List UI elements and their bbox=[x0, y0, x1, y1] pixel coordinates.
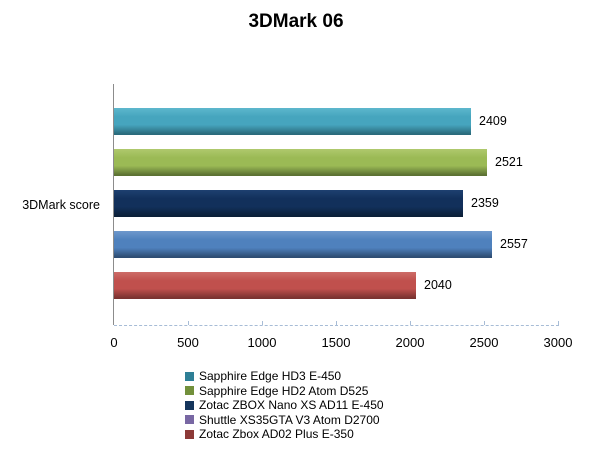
bar-value-label: 2521 bbox=[495, 155, 523, 169]
legend-item-5: Zotac Zbox AD02 Plus E-350 bbox=[185, 427, 384, 442]
legend-item-label: Zotac Zbox AD02 Plus E-350 bbox=[199, 427, 354, 442]
bar-4 bbox=[114, 231, 492, 258]
x-axis-tick bbox=[410, 321, 411, 325]
x-axis-tick bbox=[484, 321, 485, 325]
legend-item-label: Sapphire Edge HD2 Atom D525 bbox=[199, 383, 369, 398]
x-axis-tick-label: 2500 bbox=[469, 335, 499, 350]
x-axis-tick bbox=[558, 321, 559, 325]
chart-legend: Sapphire Edge HD3 E-450 Sapphire Edge HD2… bbox=[185, 369, 384, 442]
legend-swatch-icon bbox=[185, 386, 194, 396]
bar-value-label: 2359 bbox=[471, 196, 499, 210]
bar-value-label: 2409 bbox=[479, 114, 507, 128]
x-axis-tick bbox=[188, 321, 189, 325]
legend-item-3: Zotac ZBOX Nano XS AD11 E-450 bbox=[185, 398, 384, 413]
legend-swatch-icon bbox=[185, 371, 194, 381]
bar-5 bbox=[114, 272, 416, 299]
legend-item-label: Zotac ZBOX Nano XS AD11 E-450 bbox=[199, 398, 384, 413]
x-axis-tick-label: 1500 bbox=[321, 335, 351, 350]
x-axis-tick bbox=[262, 321, 263, 325]
bar-value-label: 2040 bbox=[424, 278, 452, 292]
x-axis-tick-label: 2000 bbox=[395, 335, 425, 350]
legend-item-4: Shuttle XS35GTA V3 Atom D2700 bbox=[185, 413, 384, 428]
x-axis-tick-label: 500 bbox=[177, 335, 199, 350]
x-axis-tick bbox=[336, 321, 337, 325]
x-axis-tick-label: 3000 bbox=[543, 335, 573, 350]
legend-item-label: Shuttle XS35GTA V3 Atom D2700 bbox=[199, 412, 380, 427]
x-axis-baseline bbox=[114, 325, 559, 326]
x-axis-tick-label: 0 bbox=[110, 335, 118, 350]
chart-title: 3DMark 06 bbox=[248, 11, 344, 32]
bar-2 bbox=[114, 149, 487, 176]
bar-3 bbox=[114, 190, 463, 217]
y-axis-line bbox=[113, 84, 114, 325]
bar-value-label: 2557 bbox=[500, 237, 528, 251]
category-axis-label: 3DMark score bbox=[22, 198, 100, 212]
legend-item-2: Sapphire Edge HD2 Atom D525 bbox=[185, 384, 384, 399]
legend-item-1: Sapphire Edge HD3 E-450 bbox=[185, 369, 384, 384]
legend-item-label: Sapphire Edge HD3 E-450 bbox=[199, 369, 342, 384]
x-axis-tick-label: 1000 bbox=[247, 335, 277, 350]
legend-swatch-icon bbox=[185, 429, 194, 439]
legend-swatch-icon bbox=[185, 400, 194, 410]
legend-swatch-icon bbox=[185, 415, 194, 425]
bar-1 bbox=[114, 108, 471, 135]
